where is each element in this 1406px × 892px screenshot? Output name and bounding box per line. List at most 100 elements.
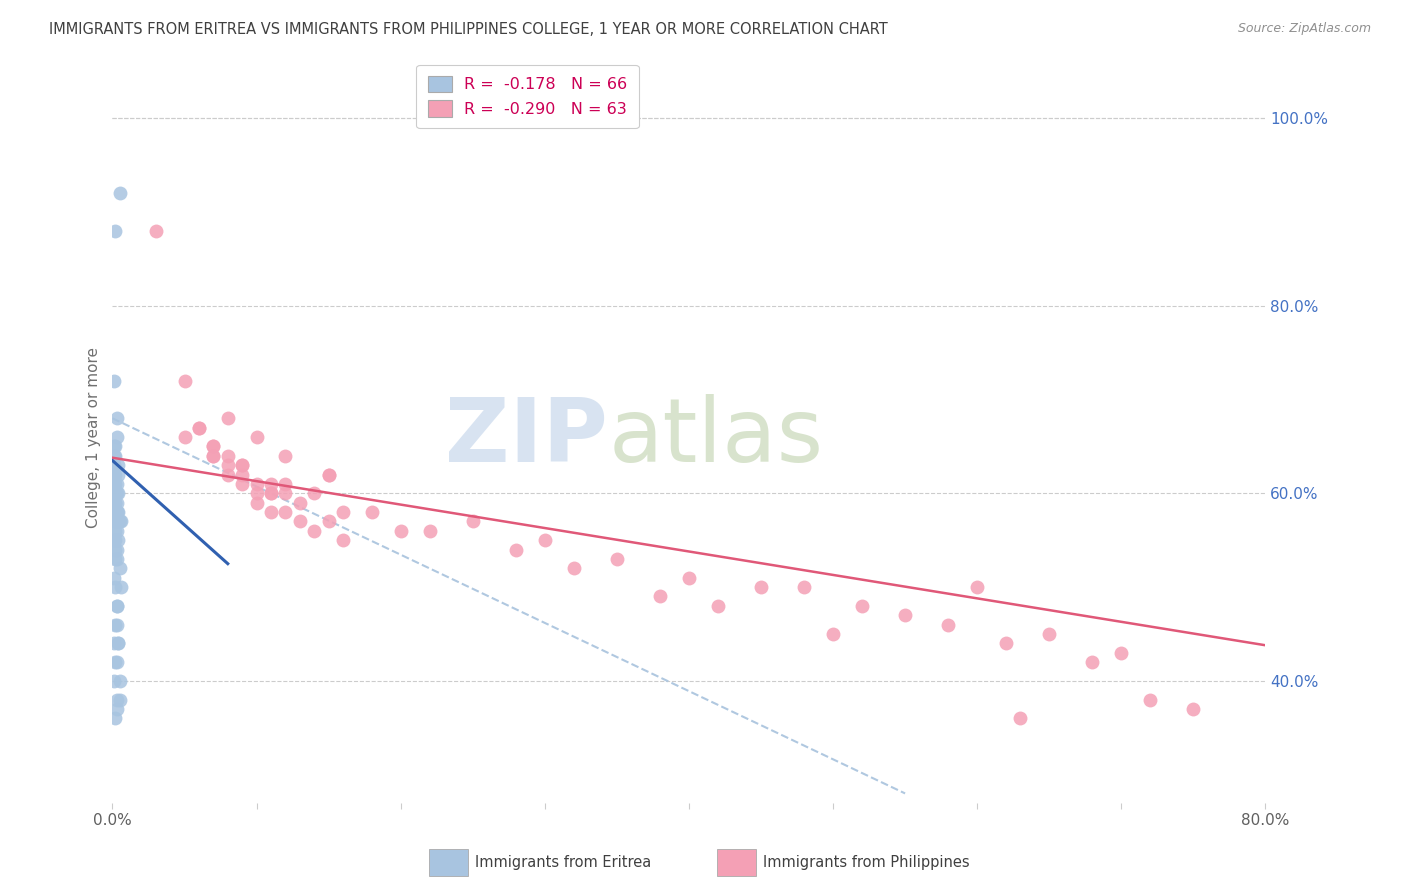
- Point: [105, 552, 128, 566]
- Point: [274, 505, 297, 519]
- Point: [104, 655, 127, 669]
- Point: [107, 486, 129, 500]
- Point: [104, 524, 127, 538]
- Point: [202, 449, 225, 463]
- Point: [1139, 692, 1161, 706]
- Point: [332, 533, 354, 548]
- Point: [706, 599, 728, 613]
- Point: [108, 186, 131, 201]
- Point: [104, 515, 127, 529]
- Legend: R =  -0.178   N = 66, R =  -0.290   N = 63: R = -0.178 N = 66, R = -0.290 N = 63: [416, 65, 638, 128]
- Point: [533, 533, 555, 548]
- Point: [389, 524, 412, 538]
- Point: [103, 374, 125, 388]
- Point: [304, 524, 326, 538]
- Point: [104, 486, 127, 500]
- Point: [103, 458, 125, 473]
- Point: [107, 636, 129, 650]
- Point: [648, 590, 672, 604]
- Point: [108, 673, 131, 688]
- Point: [966, 580, 988, 594]
- Point: [217, 467, 239, 482]
- Y-axis label: College, 1 year or more: College, 1 year or more: [86, 347, 101, 527]
- Point: [104, 542, 127, 557]
- Point: [103, 533, 125, 548]
- Point: [304, 486, 326, 500]
- Point: [231, 477, 253, 491]
- Point: [105, 496, 128, 510]
- Point: [105, 542, 128, 557]
- Point: [105, 411, 128, 425]
- Point: [103, 533, 125, 548]
- Point: [103, 458, 125, 473]
- Point: [108, 561, 131, 575]
- Point: [245, 430, 267, 444]
- Point: [107, 515, 129, 529]
- Point: [318, 467, 340, 482]
- Point: [104, 533, 127, 548]
- Point: [110, 580, 132, 594]
- Point: [260, 477, 283, 491]
- Point: [173, 430, 195, 444]
- Point: [793, 580, 815, 594]
- Point: [188, 420, 211, 434]
- Point: [104, 224, 127, 238]
- Point: [245, 486, 267, 500]
- Point: [105, 655, 128, 669]
- Point: [318, 515, 340, 529]
- Point: [274, 477, 297, 491]
- Point: [318, 467, 340, 482]
- Point: [562, 561, 585, 575]
- Point: [103, 440, 125, 454]
- Point: [105, 524, 128, 538]
- Point: [231, 458, 253, 473]
- Point: [105, 505, 128, 519]
- Point: [105, 692, 128, 706]
- Point: [110, 515, 132, 529]
- Point: [288, 515, 311, 529]
- Point: [360, 505, 382, 519]
- Point: [260, 505, 283, 519]
- Point: [104, 580, 127, 594]
- Point: [217, 458, 239, 473]
- Point: [1038, 627, 1060, 641]
- Point: [419, 524, 441, 538]
- Point: [202, 440, 225, 454]
- Point: [108, 692, 131, 706]
- Point: [105, 505, 128, 519]
- Point: [103, 467, 125, 482]
- Point: [274, 486, 297, 500]
- Point: [104, 486, 127, 500]
- Point: [202, 449, 225, 463]
- Point: [103, 673, 125, 688]
- Point: [104, 477, 127, 491]
- Point: [104, 496, 127, 510]
- Point: [188, 420, 211, 434]
- Point: [103, 636, 125, 650]
- Point: [245, 477, 267, 491]
- Text: Source: ZipAtlas.com: Source: ZipAtlas.com: [1237, 22, 1371, 36]
- Point: [145, 224, 167, 238]
- Point: [105, 477, 128, 491]
- Point: [105, 505, 128, 519]
- Point: [1081, 655, 1104, 669]
- Point: [105, 599, 128, 613]
- Point: [1010, 711, 1032, 725]
- Point: [1111, 646, 1133, 660]
- Point: [217, 411, 239, 425]
- Point: [461, 515, 484, 529]
- Point: [851, 599, 873, 613]
- Point: [104, 467, 127, 482]
- Point: [1182, 702, 1205, 716]
- Point: [936, 617, 959, 632]
- Point: [505, 542, 527, 557]
- Point: [107, 636, 129, 650]
- Point: [274, 449, 297, 463]
- Point: [260, 486, 283, 500]
- Point: [103, 449, 125, 463]
- Point: [105, 430, 128, 444]
- Point: [104, 486, 127, 500]
- Point: [104, 617, 127, 632]
- Point: [104, 449, 127, 463]
- Point: [107, 505, 129, 519]
